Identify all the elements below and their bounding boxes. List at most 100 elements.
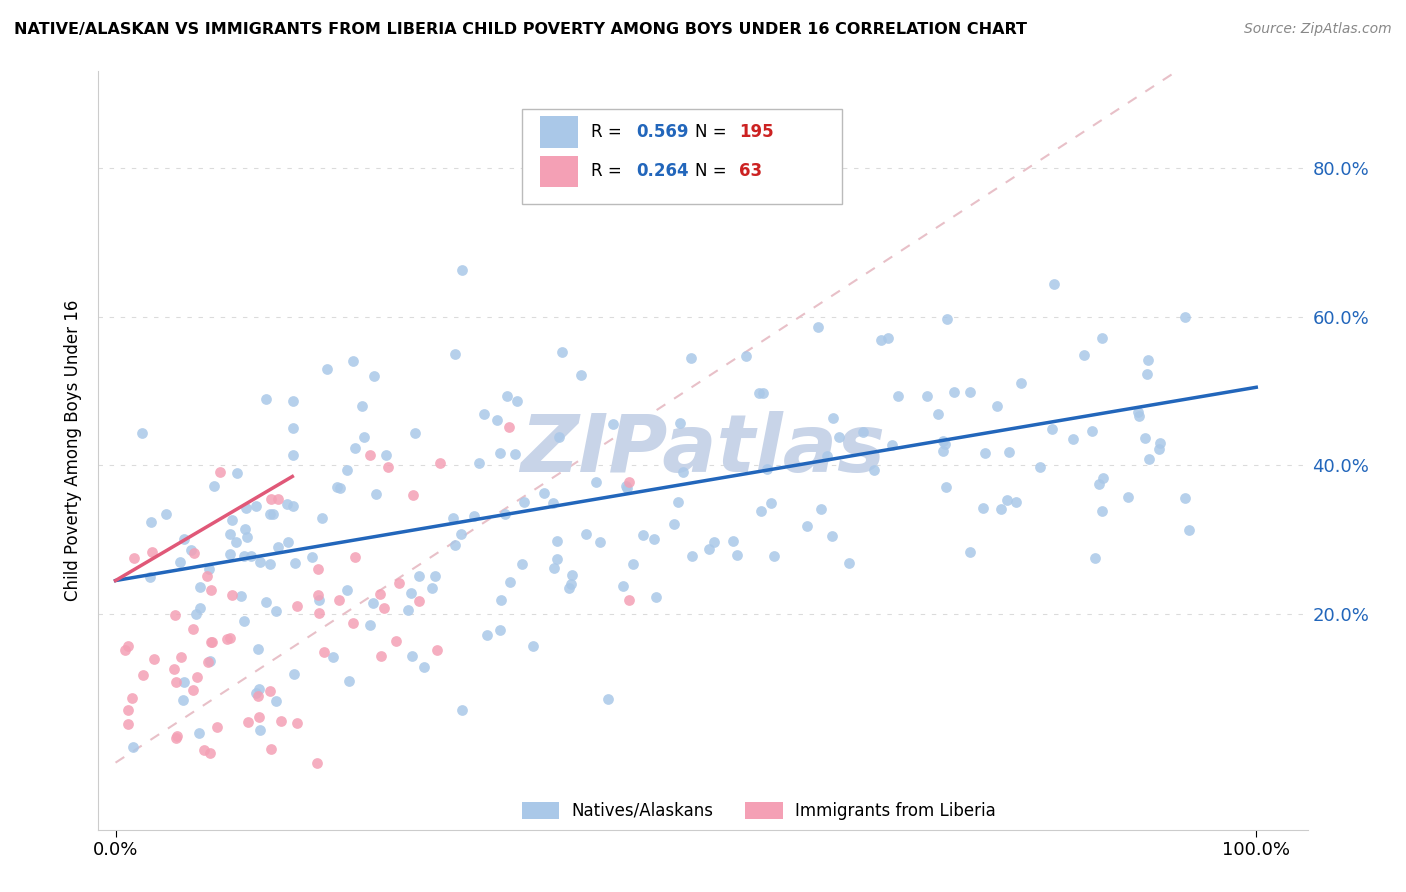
Point xyxy=(219,631,242,645)
Point xyxy=(672,465,695,479)
Point xyxy=(426,643,449,657)
Point xyxy=(114,643,136,657)
Point xyxy=(402,488,425,502)
Point xyxy=(322,649,344,664)
Point xyxy=(796,518,818,533)
Point xyxy=(494,507,516,521)
Point xyxy=(283,556,305,570)
Point xyxy=(681,351,703,366)
Point xyxy=(314,645,336,659)
Point xyxy=(305,756,328,770)
Point xyxy=(236,714,259,729)
Point xyxy=(188,601,211,615)
Point xyxy=(645,590,668,604)
Point xyxy=(543,561,565,575)
Point xyxy=(247,682,270,697)
Text: Source: ZipAtlas.com: Source: ZipAtlas.com xyxy=(1244,22,1392,37)
Point xyxy=(1092,471,1115,485)
Point xyxy=(195,569,218,583)
Bar xyxy=(745,802,783,819)
Point xyxy=(546,552,568,566)
Point xyxy=(408,593,430,607)
Point xyxy=(755,462,778,476)
Point xyxy=(187,726,209,740)
Point xyxy=(217,632,239,646)
Point xyxy=(139,570,162,584)
Point xyxy=(245,499,267,513)
Point xyxy=(183,622,205,636)
Point xyxy=(169,555,191,569)
Point xyxy=(260,742,283,756)
Point xyxy=(219,547,242,561)
Point xyxy=(359,617,381,632)
Point xyxy=(328,592,350,607)
Point xyxy=(329,481,352,495)
Point xyxy=(235,501,257,516)
Point xyxy=(141,545,163,559)
Point xyxy=(429,456,451,470)
Point xyxy=(141,515,163,529)
Point xyxy=(932,434,955,448)
Text: 0.264: 0.264 xyxy=(637,162,689,180)
Point xyxy=(420,581,443,595)
Point xyxy=(617,592,640,607)
Point xyxy=(188,580,211,594)
Point xyxy=(666,495,689,509)
Point xyxy=(384,634,406,648)
Point xyxy=(276,497,298,511)
Point xyxy=(353,430,375,444)
Point xyxy=(959,545,981,559)
Point xyxy=(560,577,582,591)
Point xyxy=(368,587,391,601)
Point xyxy=(183,546,205,560)
Point xyxy=(489,446,512,460)
Point xyxy=(247,710,270,724)
Point xyxy=(828,430,851,444)
Point xyxy=(408,569,430,583)
Point xyxy=(359,448,381,462)
Point xyxy=(342,615,364,630)
Point xyxy=(170,650,193,665)
Point xyxy=(1116,491,1139,505)
Bar xyxy=(540,116,578,148)
Point xyxy=(205,720,228,734)
Point xyxy=(281,420,304,434)
Point xyxy=(247,641,270,656)
Point xyxy=(546,534,568,549)
Point xyxy=(1174,491,1197,506)
Point xyxy=(1091,504,1114,518)
Point xyxy=(404,426,426,441)
Point xyxy=(807,320,830,334)
Text: ZIPatlas: ZIPatlas xyxy=(520,411,886,490)
Point xyxy=(132,668,155,682)
Point xyxy=(725,548,748,562)
Point xyxy=(441,511,464,525)
Point xyxy=(173,532,195,546)
Point xyxy=(561,567,583,582)
Point xyxy=(117,703,139,717)
Point xyxy=(547,430,569,444)
Point xyxy=(522,640,544,654)
Point xyxy=(444,538,467,552)
Point xyxy=(451,263,474,277)
Point xyxy=(117,716,139,731)
Point xyxy=(370,649,392,664)
Point xyxy=(366,487,388,501)
Point xyxy=(1029,460,1052,475)
Point xyxy=(198,654,221,668)
Point xyxy=(886,389,908,403)
Point xyxy=(281,499,304,513)
Point xyxy=(1010,376,1032,390)
Point xyxy=(444,347,467,361)
Text: R =: R = xyxy=(591,162,627,180)
Point xyxy=(198,562,221,576)
Text: R =: R = xyxy=(591,123,627,141)
Point xyxy=(316,361,339,376)
Text: N =: N = xyxy=(695,162,731,180)
Point xyxy=(614,479,637,493)
Point xyxy=(259,557,281,571)
Point xyxy=(1149,436,1171,450)
Point xyxy=(1133,431,1156,445)
Point xyxy=(617,475,640,490)
Point xyxy=(1178,523,1201,537)
